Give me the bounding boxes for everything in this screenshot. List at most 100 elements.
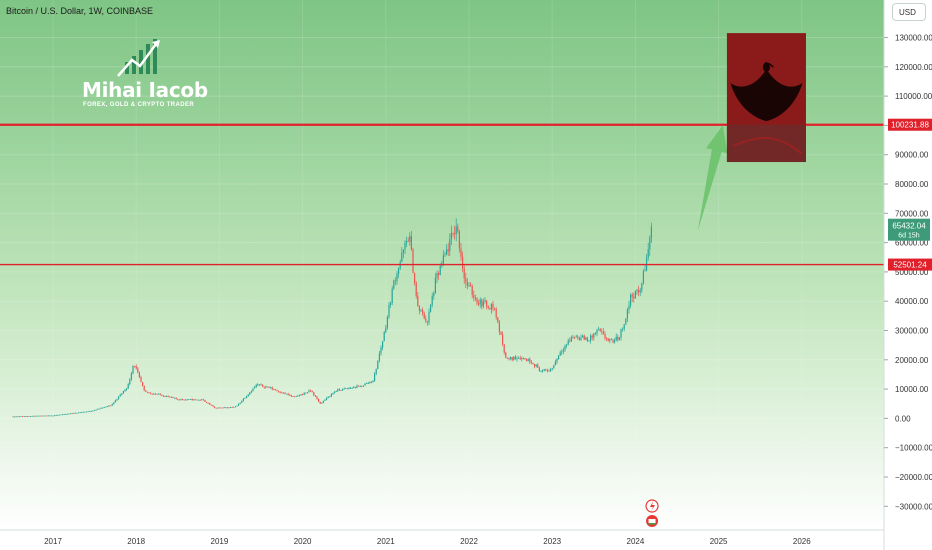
candle	[510, 356, 512, 361]
candle	[607, 337, 609, 342]
lightning-event-icon[interactable]	[645, 499, 659, 513]
candle	[114, 399, 116, 403]
candle	[585, 336, 587, 340]
candle	[462, 251, 464, 273]
candle	[606, 336, 608, 342]
candle	[577, 334, 579, 340]
candle	[65, 413, 67, 415]
candle	[553, 364, 555, 369]
candle	[97, 408, 99, 410]
candle	[174, 397, 176, 399]
candle	[244, 397, 246, 400]
candle	[410, 230, 412, 251]
candle	[521, 356, 523, 362]
candle	[540, 370, 542, 373]
candle	[631, 292, 633, 302]
dividend-event-icon[interactable]	[646, 515, 659, 527]
candle	[209, 402, 211, 405]
candle	[17, 416, 19, 418]
candle	[38, 415, 40, 417]
candle	[33, 415, 35, 417]
candle	[442, 250, 444, 266]
candle	[172, 396, 174, 399]
candle	[346, 388, 348, 390]
candle	[474, 294, 476, 302]
candle	[406, 236, 408, 248]
candle	[524, 357, 526, 361]
candle	[169, 396, 171, 398]
candle	[430, 304, 432, 313]
y-tick-label: 40000.00	[895, 297, 929, 306]
candle	[89, 410, 91, 412]
last-price-label: 65432.04	[892, 222, 926, 231]
candle	[282, 392, 284, 394]
candle	[276, 389, 278, 392]
candle	[615, 333, 617, 342]
candle	[137, 366, 139, 374]
y-tick-label: 60000.00	[895, 239, 929, 248]
candle	[217, 407, 219, 409]
y-tick-label: 80000.00	[895, 180, 929, 189]
candle	[599, 327, 601, 332]
price-axis[interactable]	[884, 0, 932, 550]
candle	[86, 411, 88, 413]
candle	[516, 355, 518, 362]
candle	[68, 413, 70, 415]
candle	[300, 394, 302, 396]
candle	[487, 305, 489, 310]
projection-arrow[interactable]	[697, 125, 728, 231]
level-badge	[888, 258, 932, 271]
candle	[370, 381, 372, 384]
candle	[338, 388, 340, 392]
candle	[638, 285, 640, 297]
candle	[186, 399, 188, 401]
candle	[390, 301, 392, 308]
candle	[102, 407, 104, 409]
candle	[103, 407, 105, 409]
candle	[436, 270, 438, 284]
candle	[297, 394, 299, 397]
candle	[334, 390, 336, 394]
candle	[55, 415, 57, 416]
candle	[236, 405, 238, 407]
candle	[572, 334, 574, 339]
candle	[556, 358, 558, 364]
candle	[374, 372, 376, 382]
candle	[260, 383, 262, 386]
candle	[601, 328, 603, 335]
candle	[484, 297, 486, 304]
y-tick-label: −10000.00	[895, 444, 932, 453]
candle	[570, 335, 572, 343]
candle	[535, 364, 537, 368]
candle	[564, 344, 566, 352]
y-tick-label: 130000.00	[895, 34, 932, 43]
candle	[322, 400, 324, 404]
time-axis[interactable]	[0, 530, 884, 550]
candle	[218, 407, 220, 409]
candle	[134, 365, 136, 368]
candle	[423, 311, 425, 320]
candle	[150, 392, 152, 395]
candle	[201, 398, 203, 401]
currency-button[interactable]: USD	[892, 3, 926, 21]
candle	[74, 412, 76, 414]
event-markers	[645, 499, 659, 527]
candle	[183, 399, 185, 401]
candle	[404, 240, 406, 255]
candle	[447, 242, 449, 257]
candle	[641, 282, 643, 294]
candle	[132, 365, 134, 375]
candle	[44, 415, 46, 417]
candle	[574, 336, 576, 340]
candle	[444, 251, 446, 258]
candle	[327, 396, 329, 399]
candle	[294, 396, 296, 398]
candle	[166, 395, 168, 398]
target-box[interactable]	[726, 33, 806, 163]
candle	[225, 407, 227, 409]
candle	[412, 247, 414, 274]
candle	[420, 308, 422, 313]
candle	[105, 406, 107, 408]
